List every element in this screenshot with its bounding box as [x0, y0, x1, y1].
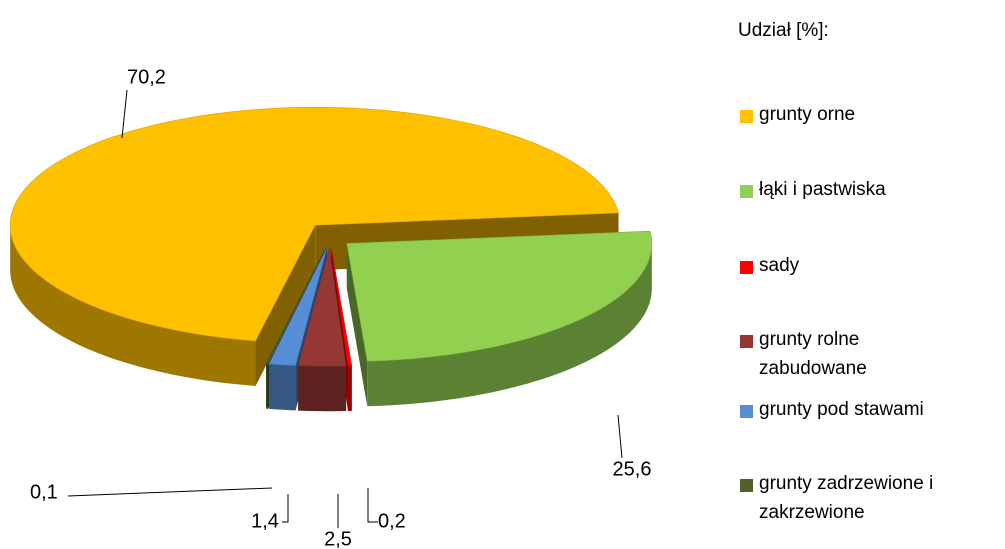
- data-label: 0,1: [30, 481, 58, 503]
- slice-side: [266, 363, 268, 409]
- legend-label: grunty pod stawami: [759, 399, 924, 420]
- legend-item: grunty zadrzewione i zakrzewione: [740, 473, 964, 527]
- legend-label: grunty orne: [759, 104, 856, 125]
- slice-side: [347, 365, 352, 411]
- legend-swatch: [740, 110, 753, 123]
- slice-wall: [255, 225, 316, 386]
- chart: 70,2 25,6 0,2 2,5 1,4 0,1: [9, 66, 653, 549]
- slice: [297, 248, 347, 367]
- legend-label: sady: [759, 255, 800, 276]
- data-label: 25,6: [613, 458, 652, 480]
- legend-label: grunty rolne zabudowane: [759, 329, 867, 379]
- slice-side: [367, 243, 652, 407]
- legend-item: grunty orne: [740, 104, 964, 129]
- leader-line: [121, 89, 128, 139]
- slice-side: [10, 225, 256, 386]
- legend-label: grunty zadrzewione i zakrzewione: [759, 473, 934, 523]
- leader-line: [67, 487, 273, 497]
- legend-swatch: [740, 405, 753, 418]
- legend-swatch: [740, 261, 753, 274]
- legend-item: łąki i pastwiska: [740, 179, 964, 204]
- leader-line: [367, 488, 378, 523]
- data-label: 70,2: [127, 66, 166, 88]
- slice: [331, 248, 353, 367]
- slice: [346, 230, 653, 362]
- legend-swatch: [740, 479, 753, 492]
- leader-line: [617, 414, 623, 459]
- legend-swatch: [740, 185, 753, 198]
- data-label: 2,5: [324, 528, 352, 549]
- legend-item: grunty pod stawami: [740, 399, 964, 424]
- legend-swatch: [740, 335, 753, 348]
- data-label: 0,2: [378, 510, 406, 532]
- legend-item: grunty rolne zabudowane: [740, 329, 964, 383]
- legend-title: Udział [%]:: [738, 20, 829, 41]
- slice: [268, 247, 328, 366]
- slice: [265, 247, 327, 365]
- slice-side: [269, 363, 296, 411]
- slice-side: [298, 365, 347, 412]
- leader-line: [282, 494, 289, 523]
- slice: [9, 106, 619, 342]
- legend-item: sady: [740, 255, 964, 280]
- data-label: 1,4: [251, 510, 279, 532]
- legend-label: łąki i pastwiska: [759, 179, 886, 200]
- slice-wall: [346, 243, 368, 407]
